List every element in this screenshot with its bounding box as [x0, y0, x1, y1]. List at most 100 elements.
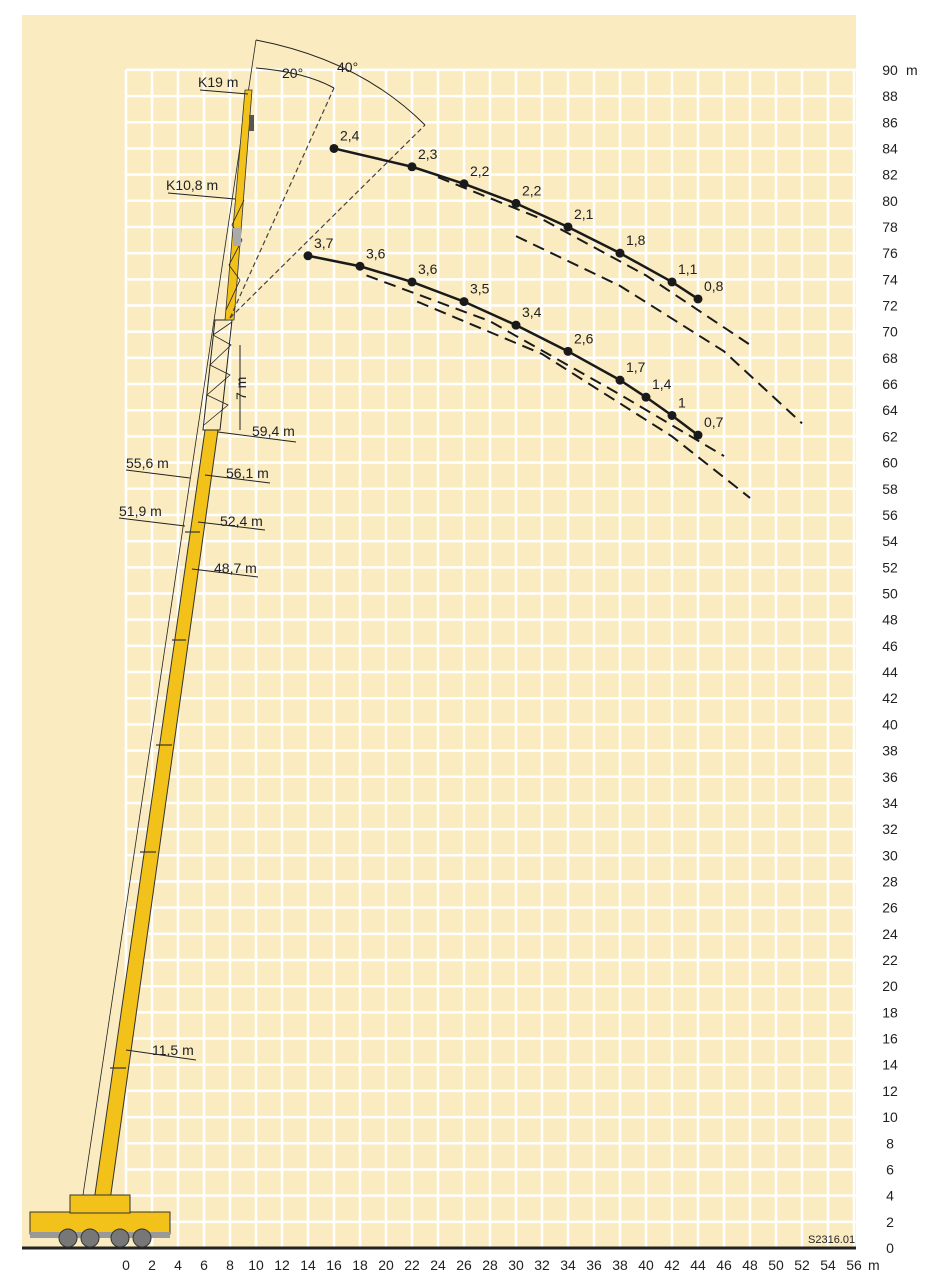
- y-tick-label: 18: [882, 1004, 898, 1020]
- load-point: [459, 297, 469, 307]
- x-tick-label: 48: [742, 1257, 758, 1273]
- y-tick-label: 34: [882, 795, 898, 811]
- load-point: [615, 375, 625, 385]
- hook-block: [233, 228, 241, 246]
- height-59-4-label: 59,4 m: [252, 423, 295, 439]
- x-tick-label: 28: [482, 1257, 498, 1273]
- y-tick-label: 52: [882, 559, 898, 575]
- x-tick-label: 38: [612, 1257, 628, 1273]
- y-tick-label: 60: [882, 455, 898, 471]
- dashed-load-curve: [515, 235, 803, 425]
- jib-position-40: [229, 124, 426, 319]
- y-tick-label: 28: [882, 873, 898, 889]
- x-tick-label: 40: [638, 1257, 654, 1273]
- load-point: [693, 294, 703, 304]
- dashed-curves: [366, 176, 803, 499]
- x-tick-label: 14: [300, 1257, 316, 1273]
- height-52-4-label: 52,4 m: [220, 513, 263, 529]
- x-tick-label: 4: [174, 1257, 182, 1273]
- capacity-label: 1,7: [626, 359, 646, 375]
- y-tick-label: 20: [882, 978, 898, 994]
- y-axis-unit: m: [906, 62, 918, 78]
- load-point: [459, 179, 469, 189]
- angle-arc-40: [255, 39, 426, 126]
- capacity-label: 3,5: [470, 281, 490, 297]
- load-point: [667, 277, 677, 287]
- y-tick-label: 6: [886, 1161, 894, 1177]
- x-tick-label: 34: [560, 1257, 576, 1273]
- y-tick-label: 42: [882, 690, 898, 706]
- x-tick-label: 46: [716, 1257, 732, 1273]
- load-point: [511, 320, 521, 330]
- y-tick-label: 2: [886, 1214, 894, 1230]
- luffing-jib: [224, 89, 253, 321]
- jib-position-20: [229, 87, 335, 319]
- load-point: [511, 198, 521, 208]
- load-point: [615, 248, 625, 258]
- capacity-label: 2,4: [340, 127, 360, 143]
- grid: [124, 68, 856, 1250]
- x-tick-label: 8: [226, 1257, 234, 1273]
- y-tick-label: 90: [882, 62, 898, 78]
- x-tick-label: 12: [274, 1257, 290, 1273]
- y-tick-label: 68: [882, 350, 898, 366]
- x-tick-label: 42: [664, 1257, 680, 1273]
- x-axis-ticks: 0 2 4 6 8 10 12 14 16 18 20 22 24 26 28 30 32 34 36 38 40 42 4…: [122, 1257, 862, 1273]
- y-tick-label: 72: [882, 298, 898, 314]
- height-51-9-label: 51,9 m: [119, 503, 162, 519]
- load-point: [303, 251, 313, 261]
- x-tick-label: 20: [378, 1257, 394, 1273]
- y-tick-label: 82: [882, 167, 898, 183]
- load-point: [563, 222, 573, 232]
- y-tick-label: 48: [882, 612, 898, 628]
- y-tick-label: 58: [882, 481, 898, 497]
- y-tick-label: 84: [882, 140, 898, 156]
- x-tick-label: 22: [404, 1257, 420, 1273]
- y-tick-label: 88: [882, 88, 898, 104]
- capacity-label: 2,6: [574, 330, 594, 346]
- x-tick-label: 50: [768, 1257, 784, 1273]
- height-11-5-label: 11,5 m: [152, 1042, 194, 1058]
- load-curve-line: [333, 147, 699, 301]
- y-tick-label: 10: [882, 1109, 898, 1125]
- y-tick-label: 64: [882, 402, 898, 418]
- load-point: [641, 392, 651, 402]
- k108-label: K10,8 m: [166, 177, 218, 193]
- load-point: [355, 261, 365, 271]
- crane-carrier: [29, 1211, 171, 1235]
- y-tick-label: 4: [886, 1188, 894, 1204]
- x-tick-label: 36: [586, 1257, 602, 1273]
- boom-section-joints: [110, 531, 200, 1069]
- capacity-label: 3,6: [366, 245, 386, 261]
- capacity-label: 2,2: [522, 182, 542, 198]
- x-tick-label: 32: [534, 1257, 550, 1273]
- angle-40-label: 40°: [337, 59, 358, 75]
- load-point: [667, 410, 677, 420]
- angle-20-label: 20°: [282, 65, 303, 81]
- capacity-label: 1,1: [678, 261, 698, 277]
- load-point: [407, 277, 417, 287]
- x-tick-label: 18: [352, 1257, 368, 1273]
- x-tick-label: 56: [846, 1257, 862, 1273]
- x-tick-label: 54: [820, 1257, 836, 1273]
- y-tick-label: 80: [882, 193, 898, 209]
- load-curves: 2,4 2,3 2,2 2,2 2,1 1,8 1,1 0,8 3,7 3,6 3,6 3,5 3,4 2…: [303, 127, 724, 440]
- capacity-label: 0,8: [704, 278, 724, 294]
- x-tick-label: 2: [148, 1257, 156, 1273]
- wheels: [58, 1228, 152, 1248]
- capacity-label: 2,2: [470, 163, 490, 179]
- capacity-label: 3,4: [522, 304, 542, 320]
- y-tick-label: 32: [882, 821, 898, 837]
- crane-superstructure: [69, 1194, 131, 1214]
- y-tick-label: 12: [882, 1083, 898, 1099]
- y-tick-label: 78: [882, 219, 898, 235]
- y-tick-label: 56: [882, 507, 898, 523]
- x-tick-label: 24: [430, 1257, 446, 1273]
- capacity-label: 1: [678, 394, 686, 410]
- y-tick-label: 26: [882, 900, 898, 916]
- y-tick-label: 66: [882, 376, 898, 392]
- y-tick-label: 16: [882, 1031, 898, 1047]
- load-point: [693, 430, 703, 440]
- hook-block: [249, 115, 254, 131]
